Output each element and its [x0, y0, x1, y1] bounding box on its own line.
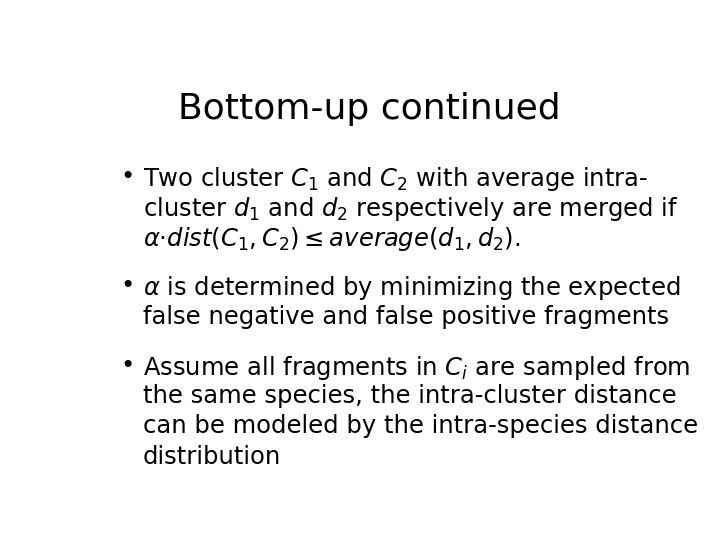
Text: Bottom-up continued: Bottom-up continued — [178, 92, 560, 126]
Text: distribution: distribution — [143, 445, 282, 469]
Text: •: • — [121, 354, 135, 378]
Text: Assume all fragments in $C_i$ are sampled from: Assume all fragments in $C_i$ are sample… — [143, 354, 690, 382]
Text: false negative and false positive fragments: false negative and false positive fragme… — [143, 305, 669, 329]
Text: $\alpha$ is determined by minimizing the expected: $\alpha$ is determined by minimizing the… — [143, 274, 680, 302]
Text: can be modeled by the intra-species distance: can be modeled by the intra-species dist… — [143, 415, 698, 438]
Text: $\alpha{\cdot}dist(C_1,C_2)\leq average(d_1,d_2).$: $\alpha{\cdot}dist(C_1,C_2)\leq average(… — [143, 225, 521, 253]
Text: cluster $d_1$ and $d_2$ respectively are merged if: cluster $d_1$ and $d_2$ respectively are… — [143, 195, 678, 223]
Text: Two cluster $C_1$ and $C_2$ with average intra-: Two cluster $C_1$ and $C_2$ with average… — [143, 165, 648, 193]
Text: the same species, the intra-cluster distance: the same species, the intra-cluster dist… — [143, 384, 677, 408]
Text: •: • — [121, 165, 135, 188]
Text: •: • — [121, 274, 135, 299]
